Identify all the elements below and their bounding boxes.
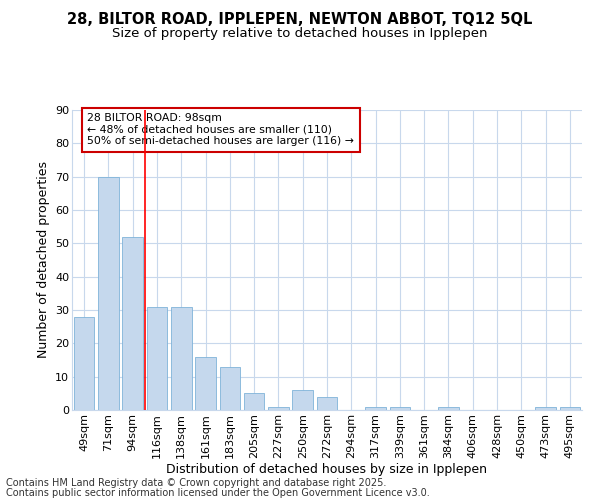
Bar — [171, 306, 191, 410]
Bar — [438, 406, 459, 410]
Bar — [98, 176, 119, 410]
Text: Contains public sector information licensed under the Open Government Licence v3: Contains public sector information licen… — [6, 488, 430, 498]
Bar — [220, 366, 240, 410]
Bar — [122, 236, 143, 410]
Text: 28 BILTOR ROAD: 98sqm
← 48% of detached houses are smaller (110)
50% of semi-det: 28 BILTOR ROAD: 98sqm ← 48% of detached … — [88, 113, 354, 146]
Bar — [560, 406, 580, 410]
Bar — [268, 406, 289, 410]
Bar — [244, 394, 265, 410]
Text: Size of property relative to detached houses in Ipplepen: Size of property relative to detached ho… — [112, 28, 488, 40]
X-axis label: Distribution of detached houses by size in Ipplepen: Distribution of detached houses by size … — [167, 464, 487, 476]
Y-axis label: Number of detached properties: Number of detached properties — [37, 162, 50, 358]
Bar — [535, 406, 556, 410]
Bar — [317, 396, 337, 410]
Bar — [146, 306, 167, 410]
Bar — [365, 406, 386, 410]
Text: Contains HM Land Registry data © Crown copyright and database right 2025.: Contains HM Land Registry data © Crown c… — [6, 478, 386, 488]
Text: 28, BILTOR ROAD, IPPLEPEN, NEWTON ABBOT, TQ12 5QL: 28, BILTOR ROAD, IPPLEPEN, NEWTON ABBOT,… — [67, 12, 533, 28]
Bar — [389, 406, 410, 410]
Bar — [74, 316, 94, 410]
Bar — [292, 390, 313, 410]
Bar — [195, 356, 216, 410]
